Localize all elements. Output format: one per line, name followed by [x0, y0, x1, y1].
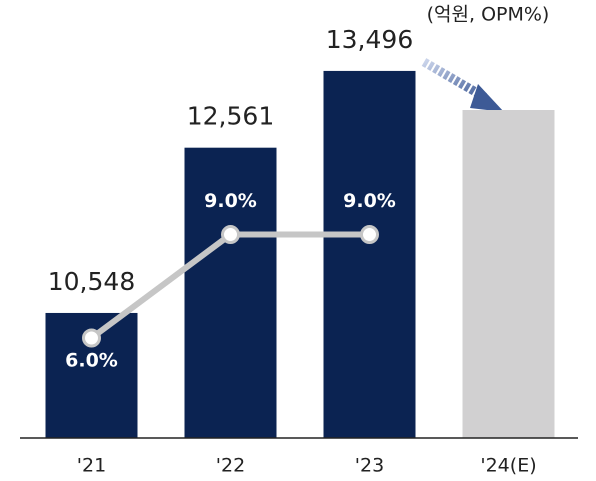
opm-point [221, 225, 240, 245]
opm-point [360, 225, 379, 245]
opm-value-label: 9.0% [343, 190, 396, 212]
bar [184, 147, 277, 438]
x-tick-label: '23 [355, 455, 384, 477]
opm-value-label: 9.0% [204, 190, 257, 212]
opm-point [82, 328, 101, 348]
bar-value-label: 10,548 [48, 267, 135, 296]
x-tick-label: '22 [216, 455, 245, 477]
unit-note: (억원, OPM%) [427, 4, 550, 26]
bar [462, 110, 555, 438]
x-tick-label: '24(E) [480, 455, 536, 477]
trend-arrow [421, 58, 504, 112]
bar [323, 70, 416, 438]
bar-value-label: 12,561 [187, 102, 274, 131]
bar-value-label: 13,496 [326, 25, 413, 54]
x-tick-label: '21 [77, 455, 106, 477]
opm-value-label: 6.0% [65, 350, 118, 372]
